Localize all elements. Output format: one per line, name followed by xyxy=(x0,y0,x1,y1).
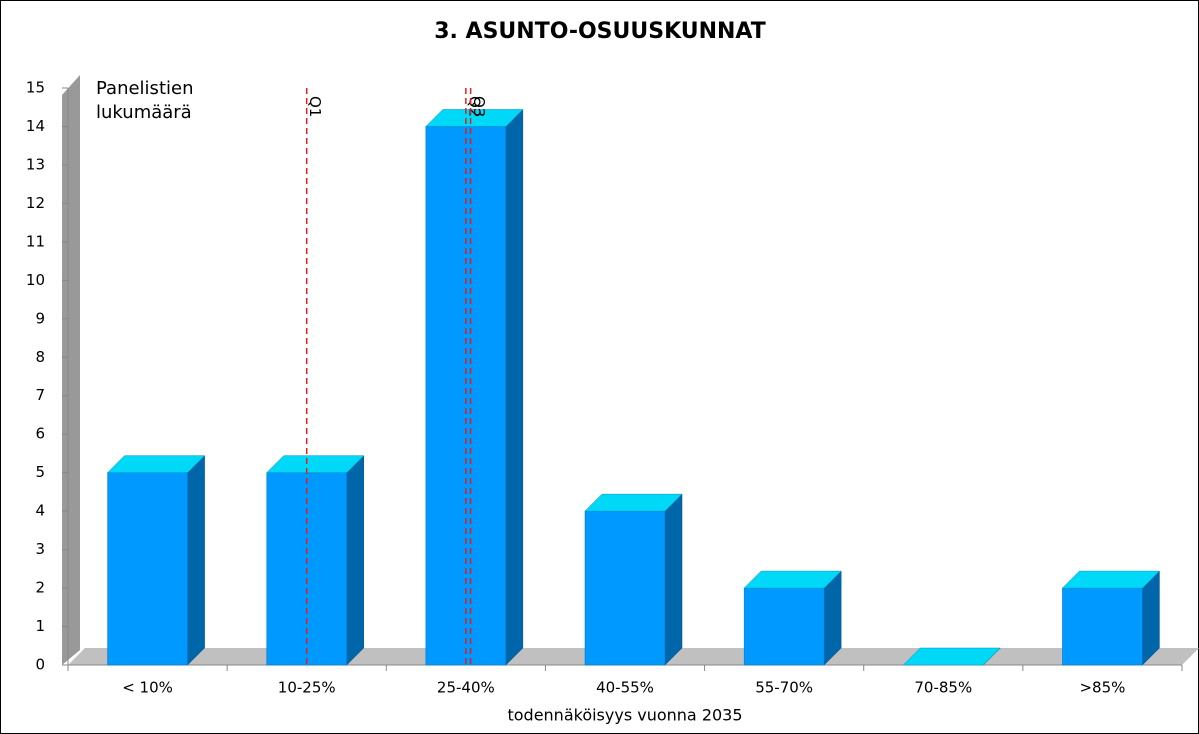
y-tick-label: 1 xyxy=(35,617,45,635)
y-tick-label: 7 xyxy=(35,386,45,404)
y-tick-label: 9 xyxy=(35,309,45,327)
x-tick-label: >85% xyxy=(1079,679,1125,697)
bar-top xyxy=(743,570,842,589)
y-tick-label: 0 xyxy=(35,656,45,674)
left-wall xyxy=(62,75,80,665)
bar-top xyxy=(584,493,683,512)
bar-top xyxy=(106,455,206,473)
bar-top xyxy=(425,109,524,127)
bar xyxy=(106,455,206,666)
y-tick-label: 14 xyxy=(26,117,45,135)
bar xyxy=(425,108,524,666)
y-tick-label: 3 xyxy=(35,540,45,558)
x-tick-label: 10-25% xyxy=(278,679,336,697)
bar-top xyxy=(1061,570,1161,589)
y-tick-label: 5 xyxy=(35,463,45,481)
bar-side xyxy=(346,455,364,666)
bar-side xyxy=(664,493,683,666)
chart-title: 3. ASUNTO-OSUUSKUNNAT xyxy=(434,19,766,44)
y-tick-label: 2 xyxy=(35,579,45,597)
bar-top xyxy=(902,647,1001,666)
bar xyxy=(266,455,365,666)
bar xyxy=(902,647,1001,666)
y-axis-label: Panelistien lukumäärä xyxy=(96,78,194,123)
bar-side xyxy=(505,108,524,666)
y-tick-label: 11 xyxy=(26,232,45,250)
x-tick-label: < 10% xyxy=(122,679,173,697)
y-tick-label: 4 xyxy=(35,502,45,520)
bar-side xyxy=(187,455,205,666)
bar xyxy=(1061,570,1161,666)
x-tick-label: 25-40% xyxy=(437,679,495,697)
y-tick-label: 6 xyxy=(35,425,45,443)
y-tick-label: 8 xyxy=(35,348,45,366)
x-tick-label: 40-55% xyxy=(596,679,654,697)
marker-label: Q1 xyxy=(306,96,324,117)
x-tick-label: 55-70% xyxy=(755,679,813,697)
y-tick-label: 13 xyxy=(26,155,45,173)
marker-label: Q3 xyxy=(470,96,488,117)
marker-label: Q2 xyxy=(465,96,483,117)
bar-top xyxy=(266,455,365,473)
bar-front xyxy=(107,472,188,666)
y-tick-label: 12 xyxy=(26,194,45,212)
bar-front xyxy=(425,126,507,666)
bar-front xyxy=(584,510,666,666)
x-tick-label: 70-85% xyxy=(914,679,972,697)
bar xyxy=(584,493,683,666)
x-axis-label: todennäköisyys vuonna 2035 xyxy=(507,706,742,725)
bar xyxy=(743,570,842,666)
y-tick-label: 10 xyxy=(26,271,45,289)
y-tick-label: 15 xyxy=(26,79,45,97)
bar-front xyxy=(1062,587,1143,666)
bar-front xyxy=(743,587,825,666)
